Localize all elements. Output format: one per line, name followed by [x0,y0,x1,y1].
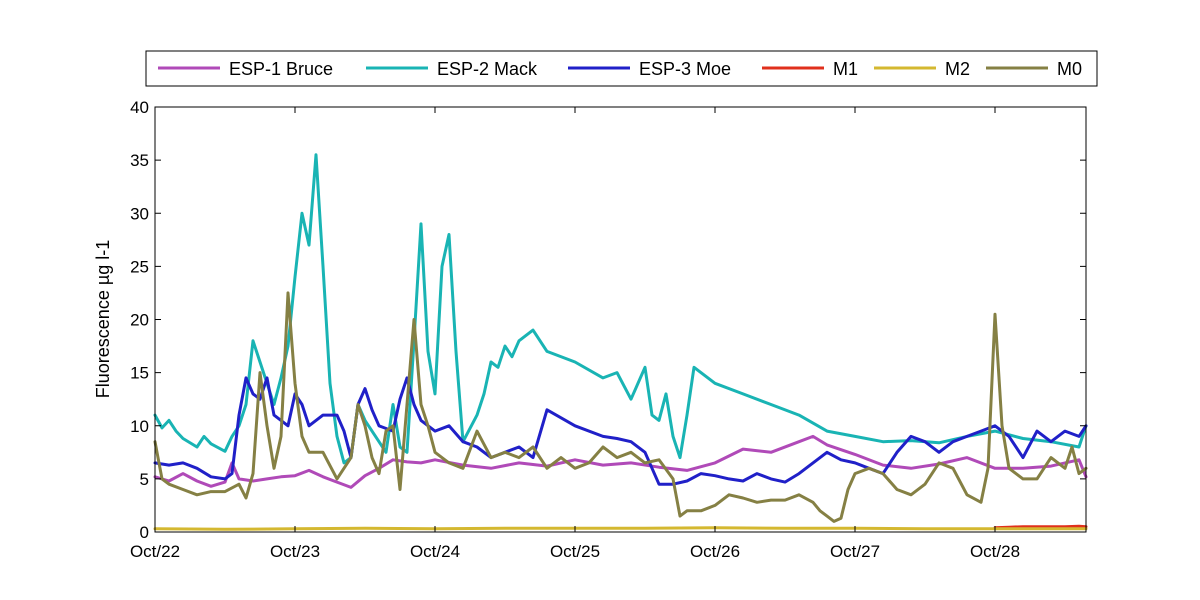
y-tick-label: 20 [130,311,149,330]
x-tick-label: Oct/25 [550,542,600,561]
y-tick-label: 35 [130,151,149,170]
x-tick-label: Oct/26 [690,542,740,561]
y-axis: 0 5 10 15 20 25 30 35 40 [130,98,1086,542]
y-tick-label: 10 [130,417,149,436]
x-tick-label: Oct/23 [270,542,320,561]
series-line-esp-3-moe [153,376,1088,486]
x-tick-label: Oct/28 [970,542,1020,561]
legend-label-m2: M2 [945,59,970,79]
x-tick-label: Oct/24 [410,542,460,561]
legend-label-esp-3-moe: ESP-3 Moe [639,59,731,79]
y-tick-label: 5 [140,470,149,489]
y-tick-label: 15 [130,364,149,383]
x-tick-label: Oct/27 [830,542,880,561]
legend: ESP-1 Bruce ESP-2 Mack ESP-3 Moe M1 M2 M0 [145,50,1098,87]
series-line-m0 [153,291,1088,523]
series-line-m2 [153,526,1088,531]
y-tick-label: 40 [130,98,149,117]
series-layer [153,153,1088,531]
y-axis-label: Fluorescence µg l-1 [93,240,113,398]
series-line-m1 [993,524,1088,530]
series-line-esp-2-mack [153,153,1088,465]
legend-label-esp-2-mack: ESP-2 Mack [437,59,538,79]
y-tick-label: 0 [140,523,149,542]
x-axis: Oct/22 Oct/23 Oct/24 Oct/25 Oct/26 Oct/27 Oct/… [130,107,1020,561]
legend-label-esp-1-bruce: ESP-1 Bruce [229,59,333,79]
plot-area-background [155,107,1086,532]
legend-label-m1: M1 [833,59,858,79]
x-tick-label: Oct/22 [130,542,180,561]
y-tick-label: 30 [130,204,149,223]
y-tick-label: 25 [130,257,149,276]
legend-label-m0: M0 [1057,59,1082,79]
